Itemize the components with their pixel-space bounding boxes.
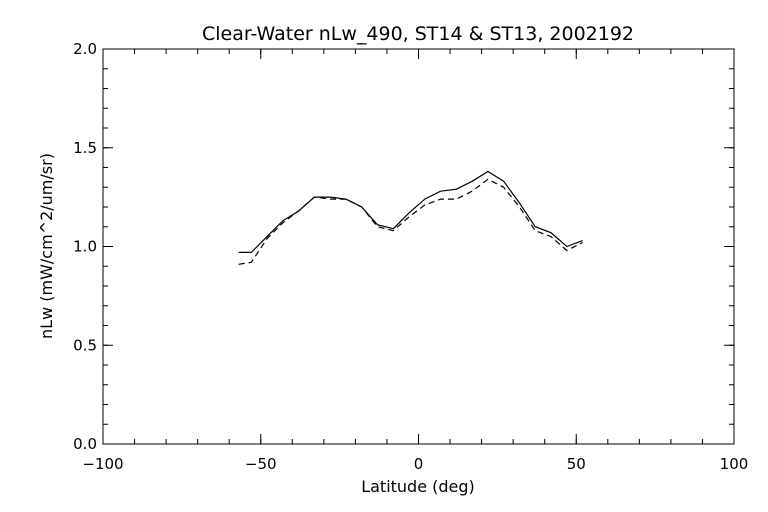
x-tick-labels: −100 −50 0 50 100 <box>82 455 748 473</box>
x-tick-label: −100 <box>82 455 123 473</box>
x-tick-label: 100 <box>720 455 749 473</box>
x-tick-label: −50 <box>245 455 277 473</box>
y-tick-label: 2.0 <box>73 40 97 58</box>
y-tick-label: 0.5 <box>73 336 97 354</box>
y-tick-label: 1.5 <box>73 139 97 157</box>
y-tick-label: 0.0 <box>73 435 97 453</box>
x-axis-label: Latitude (deg) <box>361 477 475 496</box>
chart-title: Clear-Water nLw_490, ST14 & ST13, 200219… <box>202 23 634 45</box>
plot-frame <box>102 48 735 445</box>
y-tick-labels: 0.0 0.5 1.0 1.5 2.0 <box>73 40 97 453</box>
series-line-solid <box>238 170 583 253</box>
x-tick-label: 0 <box>414 455 424 473</box>
y-axis-label: nLw (mW/cm^2/um/sr) <box>37 153 56 339</box>
x-tick-label: 50 <box>567 455 586 473</box>
series-group <box>238 170 583 265</box>
tick-marks <box>102 48 735 445</box>
series-line-dashed <box>238 178 583 265</box>
y-tick-label: 1.0 <box>73 238 97 256</box>
